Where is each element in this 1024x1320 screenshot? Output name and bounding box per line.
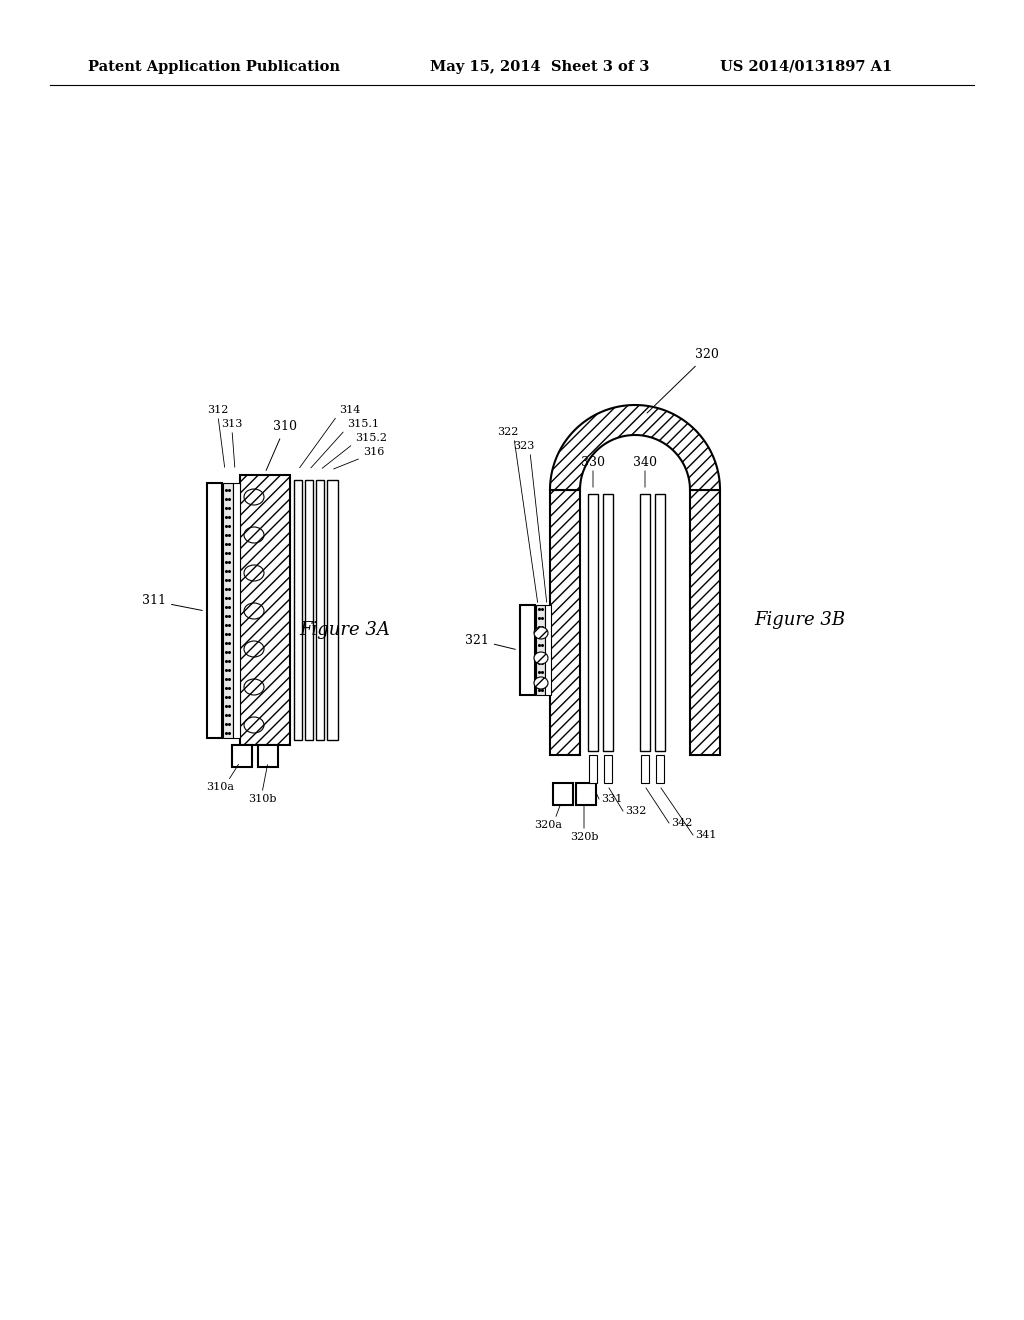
Text: 312: 312 (207, 405, 228, 414)
Bar (258, 744, 278, 767)
Bar (536, 605, 545, 696)
Bar (603, 494, 613, 751)
Bar (207, 483, 222, 738)
Text: 310: 310 (266, 421, 297, 470)
Text: 320: 320 (647, 348, 719, 413)
Bar (223, 483, 233, 738)
Text: 315.2: 315.2 (355, 433, 387, 444)
Text: Figure 3A: Figure 3A (300, 620, 390, 639)
Bar (520, 605, 535, 696)
Text: 340: 340 (633, 455, 657, 469)
Polygon shape (550, 405, 720, 490)
Ellipse shape (534, 627, 548, 639)
Text: 322: 322 (498, 426, 519, 437)
Ellipse shape (244, 488, 264, 506)
Ellipse shape (244, 527, 264, 543)
Bar (545, 605, 551, 696)
Bar (575, 783, 596, 805)
Ellipse shape (244, 565, 264, 581)
Text: 330: 330 (581, 455, 605, 469)
Bar (589, 755, 597, 783)
Bar (240, 475, 290, 744)
Bar (604, 755, 612, 783)
Ellipse shape (244, 642, 264, 657)
Ellipse shape (244, 603, 264, 619)
Text: Patent Application Publication: Patent Application Publication (88, 59, 340, 74)
Text: 310a: 310a (206, 781, 234, 792)
Text: 316: 316 (362, 447, 384, 457)
Text: 311: 311 (142, 594, 203, 610)
Text: US 2014/0131897 A1: US 2014/0131897 A1 (720, 59, 892, 74)
Ellipse shape (534, 677, 548, 689)
Text: Figure 3B: Figure 3B (755, 611, 846, 630)
Bar (641, 755, 649, 783)
Ellipse shape (244, 678, 264, 696)
Text: 314: 314 (339, 405, 360, 414)
Text: 321: 321 (465, 634, 515, 649)
Bar (553, 783, 573, 805)
Ellipse shape (244, 717, 264, 733)
Text: 331: 331 (601, 795, 623, 804)
Text: 342: 342 (671, 818, 692, 828)
Ellipse shape (534, 652, 548, 664)
Bar (294, 480, 302, 741)
Bar (656, 755, 664, 783)
Bar (233, 483, 240, 738)
Text: 310b: 310b (248, 795, 276, 804)
Bar (588, 494, 598, 751)
Bar (640, 494, 650, 751)
Text: 341: 341 (695, 830, 717, 840)
Text: 320b: 320b (569, 832, 598, 842)
Bar (232, 744, 252, 767)
Text: 320a: 320a (534, 820, 562, 830)
Bar (550, 490, 580, 755)
Text: 315.1: 315.1 (347, 418, 379, 429)
Bar (305, 480, 313, 741)
Text: 313: 313 (221, 418, 243, 429)
Text: 332: 332 (625, 807, 646, 816)
Text: May 15, 2014  Sheet 3 of 3: May 15, 2014 Sheet 3 of 3 (430, 59, 649, 74)
Bar (327, 480, 338, 741)
Bar (690, 490, 720, 755)
Bar (316, 480, 324, 741)
Bar (655, 494, 665, 751)
Text: 323: 323 (513, 441, 535, 451)
